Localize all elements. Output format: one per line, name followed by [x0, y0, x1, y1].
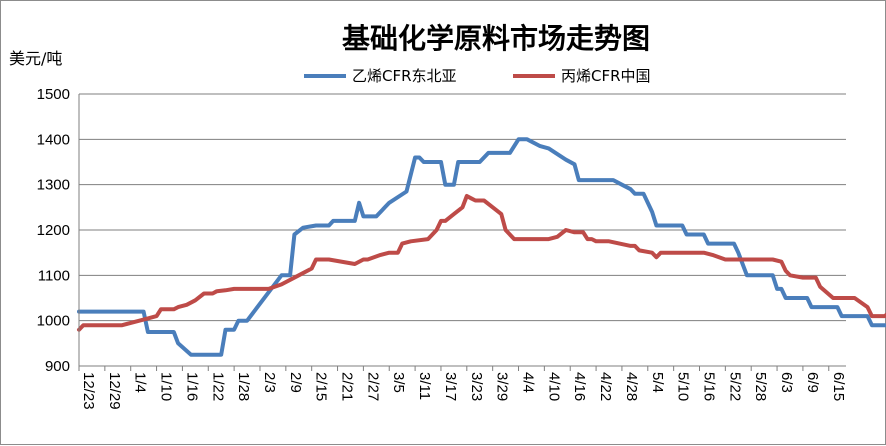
x-tick-label-3-11: 3/11: [416, 372, 433, 400]
x-tick-label-4-28: 4/28: [623, 372, 640, 401]
x-tick-label-1-28: 1/28: [235, 372, 252, 401]
gridlines: [79, 93, 846, 367]
x-tick-label-5-16: 5/16: [700, 372, 717, 401]
x-tick-label-12-29: 12/29: [106, 372, 123, 410]
x-tick-label-12-23: 12/23: [80, 372, 97, 410]
x-tick-label-2-15: 2/15: [313, 372, 330, 401]
x-tick-label-4-4: 4/4: [520, 372, 537, 393]
x-tick-label-1-10: 1/10: [158, 372, 175, 401]
legend-label-ethylene: 乙烯CFR东北亚: [352, 67, 457, 85]
x-tick-label-1-4: 1/4: [132, 372, 149, 393]
series-line-propylene: [77, 194, 886, 332]
series-lines: [77, 137, 886, 357]
x-tick-label-1-16: 1/16: [183, 372, 200, 401]
x-tick-label-2-27: 2/27: [364, 372, 381, 401]
x-tick-label-3-17: 3/17: [442, 372, 459, 401]
x-tick-label-6-9: 6/9: [804, 372, 821, 393]
x-tick-label-2-9: 2/9: [287, 372, 304, 393]
x-tick-label-1-22: 1/22: [209, 372, 226, 401]
y-tick-label-900: 900: [45, 358, 70, 375]
y-axis-tick-labels: 900 1000 1100 1200 1300 1400 1500: [37, 86, 70, 375]
x-tick-label-2-3: 2/3: [261, 372, 278, 393]
chart-title: 基础化学原料市场走势图: [342, 22, 650, 55]
x-tick-label-4-16: 4/16: [571, 372, 588, 401]
legend-label-propylene: 丙烯CFR中国: [561, 67, 651, 85]
x-tick-label-5-4: 5/4: [649, 372, 666, 393]
legend: 乙烯CFR东北亚 丙烯CFR中国: [304, 67, 651, 85]
x-tick-label-3-29: 3/29: [494, 372, 511, 401]
x-tick-label-6-15: 6/15: [830, 372, 847, 401]
x-tick-label-6-3: 6/3: [778, 372, 795, 393]
x-tick-label-5-10: 5/10: [675, 372, 692, 401]
y-tick-label-1300: 1300: [37, 177, 70, 194]
series-line-ethylene: [77, 137, 886, 357]
x-axis-tick-labels: 12/23 12/29 1/4 1/10 1/16 1/22 1/28 2/3 2/9 2/15 2…: [78, 366, 847, 410]
y-tick-label-1400: 1400: [37, 131, 70, 148]
y-tick-label-1200: 1200: [37, 222, 70, 239]
x-tick-label-4-22: 4/22: [597, 372, 614, 401]
x-tick-label-4-10: 4/10: [545, 372, 562, 401]
x-tick-label-5-28: 5/28: [752, 372, 769, 401]
x-tick-label-3-23: 3/23: [468, 372, 485, 401]
y-tick-label-1500: 1500: [37, 86, 70, 103]
y-axis-unit-label: 美元/吨: [9, 49, 62, 68]
y-tick-label-1100: 1100: [38, 267, 70, 284]
y-tick-label-1000: 1000: [37, 313, 70, 330]
x-tick-label-2-21: 2/21: [339, 372, 356, 401]
x-tick-label-5-22: 5/22: [726, 372, 743, 401]
x-tick-label-3-5: 3/5: [390, 372, 407, 393]
